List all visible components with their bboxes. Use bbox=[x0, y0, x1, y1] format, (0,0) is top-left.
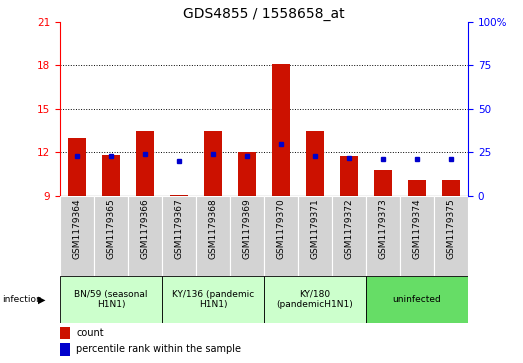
Text: GSM1179370: GSM1179370 bbox=[277, 199, 286, 259]
Bar bbox=[60, 196, 94, 276]
Text: BN/59 (seasonal
H1N1): BN/59 (seasonal H1N1) bbox=[74, 290, 148, 309]
Text: GSM1179364: GSM1179364 bbox=[73, 199, 82, 259]
Bar bbox=[272, 64, 290, 196]
Text: GSM1179369: GSM1179369 bbox=[243, 199, 252, 259]
Bar bbox=[306, 131, 324, 196]
Bar bbox=[264, 276, 366, 323]
Bar bbox=[408, 180, 426, 196]
Bar bbox=[434, 196, 468, 276]
Text: count: count bbox=[76, 328, 104, 338]
Bar bbox=[170, 195, 188, 196]
Bar bbox=[230, 196, 264, 276]
Bar bbox=[136, 131, 154, 196]
Bar bbox=[400, 196, 434, 276]
Bar bbox=[374, 170, 392, 196]
Text: percentile rank within the sample: percentile rank within the sample bbox=[76, 344, 242, 354]
Bar bbox=[264, 196, 298, 276]
Bar bbox=[94, 196, 128, 276]
Title: GDS4855 / 1558658_at: GDS4855 / 1558658_at bbox=[183, 7, 345, 21]
Bar bbox=[60, 276, 162, 323]
Text: ▶: ▶ bbox=[38, 294, 45, 305]
Text: GSM1179371: GSM1179371 bbox=[311, 199, 320, 259]
Bar bbox=[366, 196, 400, 276]
Text: GSM1179374: GSM1179374 bbox=[413, 199, 422, 259]
Text: GSM1179368: GSM1179368 bbox=[209, 199, 218, 259]
Text: GSM1179366: GSM1179366 bbox=[141, 199, 150, 259]
Bar bbox=[102, 155, 120, 196]
Text: infection: infection bbox=[3, 295, 42, 304]
Bar bbox=[196, 196, 230, 276]
Bar bbox=[128, 196, 162, 276]
Text: KY/180
(pandemicH1N1): KY/180 (pandemicH1N1) bbox=[277, 290, 354, 309]
Bar bbox=[162, 196, 196, 276]
Text: uninfected: uninfected bbox=[393, 295, 441, 304]
Bar bbox=[68, 138, 86, 196]
Text: KY/136 (pandemic
H1N1): KY/136 (pandemic H1N1) bbox=[172, 290, 254, 309]
Bar bbox=[238, 152, 256, 196]
Text: GSM1179365: GSM1179365 bbox=[107, 199, 116, 259]
Bar bbox=[60, 327, 70, 339]
Text: GSM1179373: GSM1179373 bbox=[379, 199, 388, 259]
Bar bbox=[204, 131, 222, 196]
Bar bbox=[162, 276, 264, 323]
Text: GSM1179367: GSM1179367 bbox=[175, 199, 184, 259]
Bar bbox=[332, 196, 366, 276]
Bar bbox=[442, 180, 460, 196]
Bar bbox=[298, 196, 332, 276]
Bar bbox=[340, 156, 358, 196]
Bar bbox=[60, 343, 70, 356]
Text: GSM1179375: GSM1179375 bbox=[447, 199, 456, 259]
Text: GSM1179372: GSM1179372 bbox=[345, 199, 354, 259]
Bar bbox=[366, 276, 468, 323]
